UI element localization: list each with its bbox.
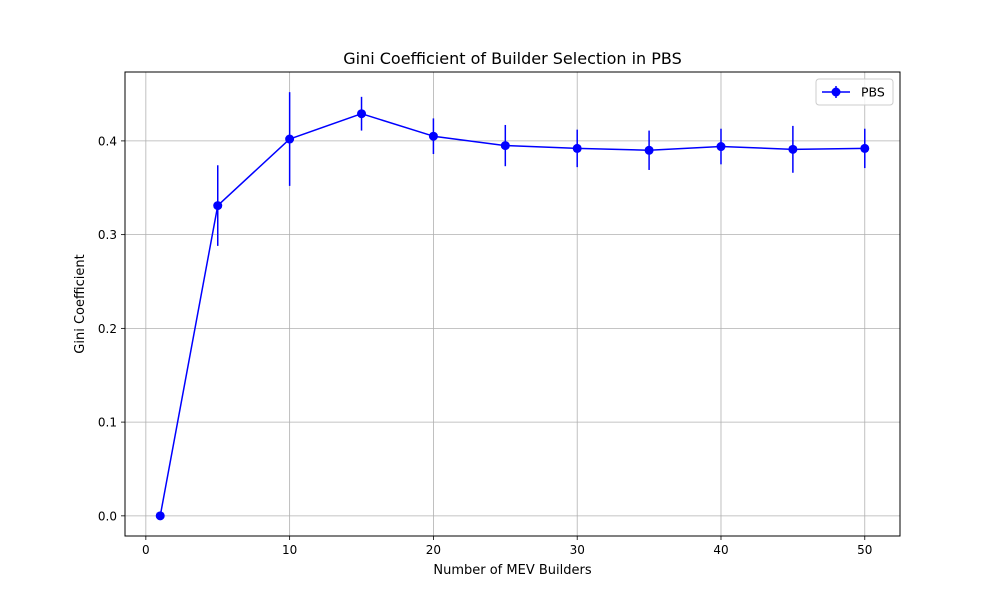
- x-tick-label: 20: [426, 543, 441, 557]
- x-tick-label: 50: [857, 543, 872, 557]
- data-point-pbs: [357, 109, 367, 119]
- y-tick-label: 0.0: [98, 509, 117, 523]
- x-axis-label: Number of MEV Builders: [433, 563, 591, 578]
- x-tick-label: 10: [282, 543, 297, 557]
- legend-marker-pbs: [831, 87, 841, 97]
- plot-area: [125, 72, 900, 536]
- series-layer: [155, 92, 870, 521]
- x-tick-label: 40: [713, 543, 728, 557]
- data-point-pbs: [428, 131, 438, 141]
- data-point-pbs: [644, 145, 654, 155]
- legend: PBS: [815, 78, 894, 106]
- data-point-pbs: [716, 142, 726, 152]
- chart-title: Gini Coefficient of Builder Selection in…: [343, 49, 682, 68]
- x-tick-label: 0: [142, 543, 150, 557]
- x-tick-label: 30: [570, 543, 585, 557]
- y-tick-label: 0.3: [98, 228, 117, 242]
- legend-frame: [815, 78, 894, 106]
- y-axis-label: Gini Coefficient: [73, 254, 88, 353]
- data-point-pbs: [285, 134, 295, 144]
- y-tick-label: 0.1: [98, 416, 117, 430]
- y-tick-label: 0.4: [98, 134, 117, 148]
- axes-frame: [124, 71, 901, 537]
- legend-label-pbs: PBS: [861, 85, 885, 100]
- data-point-pbs: [572, 143, 582, 153]
- y-tick-label: 0.2: [98, 322, 117, 336]
- data-point-pbs: [155, 511, 165, 521]
- data-point-pbs: [213, 201, 223, 211]
- data-point-pbs: [788, 144, 798, 154]
- data-point-pbs: [500, 141, 510, 151]
- data-point-pbs: [860, 143, 870, 153]
- ticks: 0 10 20 30 40 50 0.0 0.1 0.2 0.3 0.4: [98, 134, 873, 557]
